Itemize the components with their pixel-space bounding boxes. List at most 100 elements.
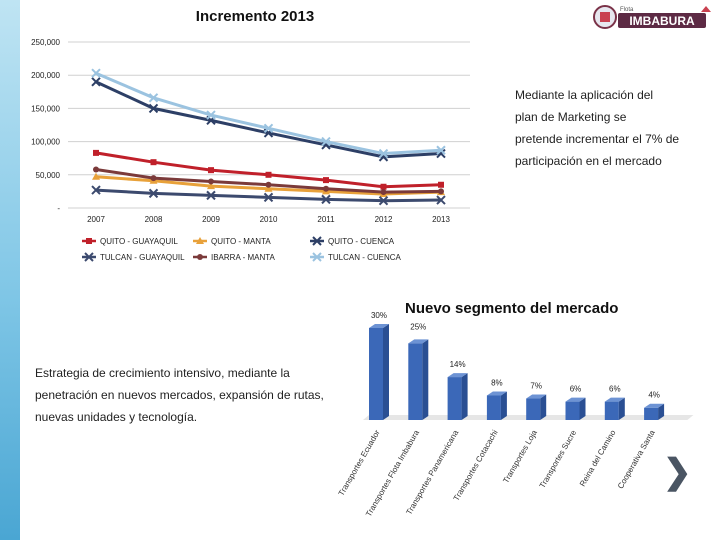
x-tick-label: 2008 <box>145 215 163 224</box>
point-marker <box>91 68 101 78</box>
bar-top <box>486 391 507 396</box>
bar-chart-title: Nuevo segmento del mercado <box>405 300 619 317</box>
point-marker <box>321 136 331 147</box>
point-marker <box>263 123 274 134</box>
marketing-note-line: Mediante la aplicación del <box>515 88 654 102</box>
bar <box>486 391 507 420</box>
bar <box>408 339 429 420</box>
bar-front <box>604 401 619 420</box>
point-marker <box>263 192 274 203</box>
bar-value-label: 8% <box>491 378 503 387</box>
point-marker <box>206 110 216 120</box>
bar-top <box>565 397 586 402</box>
line-chart: 250,000 200,000 150,000 100,000 50,000 - 2007 2… <box>31 38 470 262</box>
bar-front <box>565 401 580 420</box>
point-marker <box>84 252 94 262</box>
bar-top <box>369 324 389 328</box>
point-marker <box>148 103 159 114</box>
bar-side <box>540 394 547 420</box>
legend-item: QUITO - CUENCA <box>310 236 395 246</box>
point-marker <box>93 149 99 156</box>
bar-category-label: Reina del Camino <box>578 428 618 488</box>
bar-side <box>658 403 665 420</box>
point-marker <box>265 181 272 188</box>
point-marker <box>264 184 273 192</box>
series-quito-guayaquil <box>93 149 444 190</box>
strategy-note-line: Estrategia de crecimiento intensivo, med… <box>35 366 290 380</box>
marketing-note-line: plan de Marketing se <box>515 110 627 124</box>
legend-label: QUITO - CUENCA <box>328 237 395 246</box>
bar-side <box>579 397 586 420</box>
bar-category-label: Cooperativa Santa <box>616 428 657 490</box>
marketing-note-line: pretende incrementar el 7% de <box>515 132 680 146</box>
legend-label: IBARRA - MANTA <box>211 253 276 262</box>
logo-banner <box>618 13 706 28</box>
y-tick-label: 250,000 <box>31 38 60 47</box>
bar <box>447 373 468 420</box>
marketing-note-line: participación en el mercado <box>515 154 662 168</box>
point-marker <box>148 93 159 103</box>
bar-top <box>644 403 665 408</box>
legend-item: TULCAN - GUAYAQUIL <box>82 252 185 262</box>
bar-side <box>618 397 625 420</box>
marketing-note: Mediante la aplicación del plan de Marke… <box>515 84 690 172</box>
point-marker <box>312 236 322 246</box>
y-tick-label: - <box>57 204 60 213</box>
brand-logo: Flota IMBABURA <box>593 5 711 29</box>
bar-value-label: 25% <box>410 322 426 331</box>
bar-top <box>408 339 429 344</box>
bar-front <box>408 343 423 420</box>
point-marker <box>150 175 157 182</box>
point-marker <box>148 188 159 199</box>
bar <box>604 397 625 420</box>
series-ibarra-manta <box>93 166 444 196</box>
y-tick-label: 100,000 <box>31 138 60 147</box>
bar <box>644 403 665 420</box>
bar-front <box>447 377 462 420</box>
bar-side <box>422 339 429 420</box>
bar <box>526 394 547 420</box>
x-tick-label: 2007 <box>87 215 105 224</box>
bar-side <box>500 391 507 420</box>
bar-side <box>383 324 389 420</box>
strategy-note-line: nuevas unidades y tecnología. <box>35 410 198 424</box>
point-marker <box>321 194 331 205</box>
next-slide-icon[interactable]: ❯ <box>663 453 692 491</box>
logo-emblem-center <box>600 12 610 22</box>
point-marker <box>265 171 272 178</box>
x-tick-label: 2009 <box>202 215 220 224</box>
strategy-note: Estrategia de crecimiento intensivo, med… <box>35 362 335 428</box>
legend-label: TULCAN - GUAYAQUIL <box>100 253 185 262</box>
point-marker <box>378 148 389 159</box>
bar-category-label: Transportes Sucre <box>538 428 579 490</box>
point-marker <box>323 177 329 184</box>
bar <box>369 324 389 420</box>
point-marker <box>91 185 101 195</box>
bar-value-label: 6% <box>609 385 621 394</box>
point-marker <box>208 178 214 185</box>
point-marker <box>91 77 101 87</box>
bar-value-label: 6% <box>570 385 582 394</box>
bar-front <box>644 407 659 420</box>
point-marker <box>196 237 204 244</box>
legend-item: QUITO - GUAYAQUIL <box>82 237 178 246</box>
point-marker <box>438 181 444 188</box>
series-quito-cuenca <box>91 77 446 162</box>
point-marker <box>380 183 387 190</box>
point-marker <box>436 195 446 205</box>
legend-item: IBARRA - MANTA <box>193 253 276 262</box>
series-tulcan-guayaquil <box>91 185 446 206</box>
x-tick-label: 2010 <box>260 215 278 224</box>
logo-top-text: Flota <box>620 7 634 13</box>
bar-value-label: 7% <box>530 382 542 391</box>
x-tick-label: 2011 <box>317 215 335 224</box>
point-marker <box>86 238 92 244</box>
point-marker <box>208 167 214 174</box>
point-marker <box>92 172 100 180</box>
bar-front <box>369 328 383 420</box>
y-tick-label: 200,000 <box>31 71 60 80</box>
strategy-note-line: penetración en nuevos mercados, expansió… <box>35 388 324 402</box>
y-tick-label: 150,000 <box>31 104 60 113</box>
series-tulcan-cuenca <box>91 68 446 159</box>
